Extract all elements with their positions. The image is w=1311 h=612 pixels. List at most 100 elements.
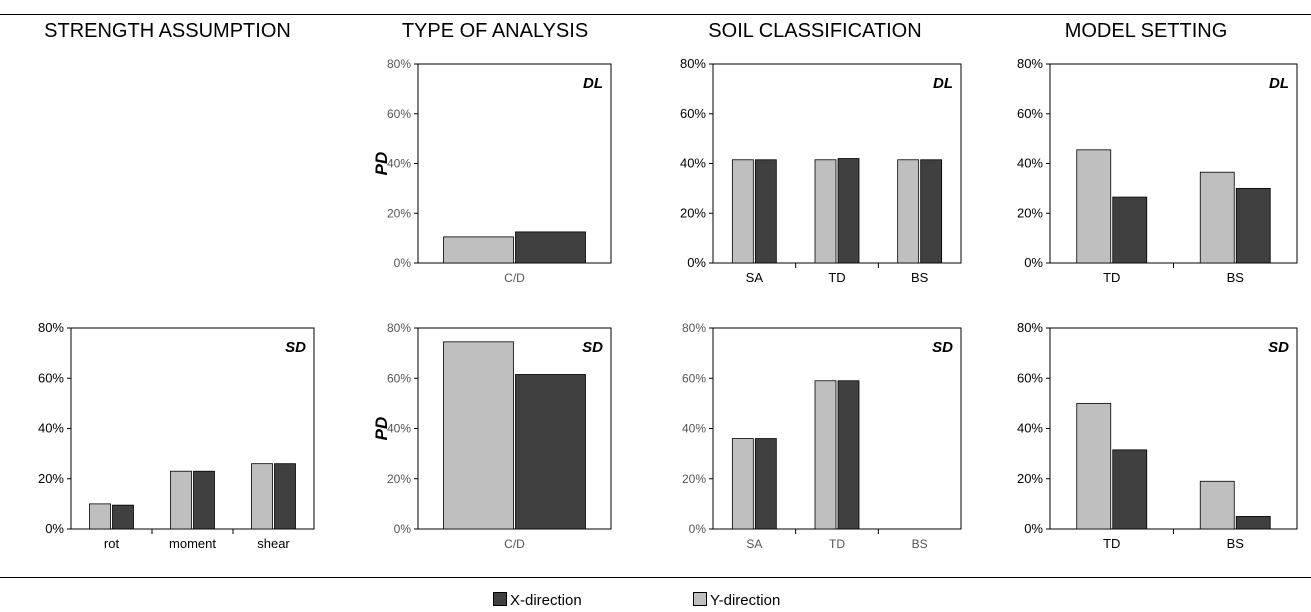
chart-0-category-label: C/D (504, 271, 525, 285)
chart-3-ytick-label: 60% (38, 370, 64, 385)
chart-1-bar-y-direction (731, 159, 754, 264)
chart-4-ytick-label: 0% (394, 522, 412, 536)
top-rule (0, 14, 1311, 15)
chart-2-bar-x-direction (1235, 187, 1271, 264)
chart-5-category-label: BS (912, 537, 928, 551)
chart-5-bar-y-direction (814, 380, 837, 530)
chart-6-category-label: BS (1227, 536, 1245, 551)
chart-5-ytick-label: 40% (682, 422, 706, 436)
chart-1-bar-y-direction (814, 159, 837, 264)
chart-3-bar-x-direction (274, 463, 296, 530)
chart-2-ytick-label: 40% (1017, 156, 1043, 171)
chart-3-bar-y-direction (170, 470, 192, 530)
chart-0-ytick-label: 40% (387, 157, 411, 171)
chart-5-ytick-label: 60% (682, 371, 706, 385)
chart-3-ytick-label: 0% (45, 521, 64, 536)
chart-2-ytick-label: 0% (1024, 255, 1043, 270)
chart-2-bar-y-direction (1076, 149, 1112, 264)
chart-2-ytick-label: 20% (1017, 205, 1043, 220)
legend-x-direction: X-direction (493, 592, 582, 610)
chart-4-ytick-label: 20% (387, 472, 411, 486)
chart-6-ytick-label: 40% (1017, 421, 1043, 436)
chart-1-ytick-label: 60% (680, 106, 706, 121)
chart-4-ytick-label: 60% (387, 371, 411, 385)
chart-2-bar-y-direction (1199, 171, 1235, 264)
header-soil-classification: SOIL CLASSIFICATION (708, 20, 922, 42)
chart-1-category-label: SA (746, 270, 764, 285)
chart-2-bar-x-direction (1112, 196, 1148, 264)
chart-4-panel-tag: SD (582, 339, 603, 356)
chart-4-bar-y-direction (443, 341, 514, 530)
chart-0-bar-x-direction (515, 231, 586, 264)
chart-6-ytick-label: 60% (1017, 370, 1043, 385)
chart-1-ytick-label: 80% (680, 56, 706, 71)
chart-5-category-label: TD (829, 537, 845, 551)
chart-1-category-label: TD (828, 270, 845, 285)
chart-6-panel-tag: SD (1268, 339, 1289, 356)
chart-1-ytick-label: 0% (687, 255, 706, 270)
chart-6-ytick-label: 80% (1017, 320, 1043, 335)
chart-0-ytick-label: 0% (394, 256, 412, 270)
chart-5-category-label: SA (746, 537, 762, 551)
chart-5-panel-tag: SD (932, 339, 953, 356)
chart-4-category-label: C/D (504, 537, 525, 551)
chart-3-ytick-label: 40% (38, 421, 64, 436)
chart-4-ytick-label: 40% (387, 422, 411, 436)
legend-y-label: Y-direction (710, 592, 781, 609)
chart-0-ytick-label: 20% (387, 206, 411, 220)
chart-1-bar-x-direction (837, 158, 860, 264)
header-type-of-analysis: TYPE OF ANALYSIS (401, 20, 589, 42)
chart-3-category-label: moment (169, 536, 216, 551)
chart-0-ytick-label: 60% (387, 107, 411, 121)
legend-y-swatch (693, 592, 707, 606)
header-model-setting: MODEL SETTING (1064, 20, 1228, 42)
chart-5-bar-y-direction (731, 438, 754, 530)
chart-2-category-label: BS (1227, 270, 1245, 285)
chart-1-ytick-label: 40% (680, 156, 706, 171)
chart-0-ytick-label: 80% (387, 57, 411, 71)
chart-1-panel-tag: DL (933, 75, 953, 92)
chart-1-category-label: BS (911, 270, 929, 285)
chart-3-bar-x-direction (193, 470, 215, 530)
chart-5-ytick-label: 0% (689, 522, 707, 536)
chart-5-ytick-label: 20% (682, 472, 706, 486)
chart-2-ytick-label: 80% (1017, 56, 1043, 71)
chart-5-bar-x-direction (837, 380, 860, 530)
chart-4-bar-x-direction (515, 374, 586, 530)
chart-5-ytick-label: 80% (682, 321, 706, 335)
chart-6-category-label: TD (1103, 536, 1120, 551)
chart-3-category-label: rot (104, 536, 120, 551)
chart-0-panel-tag: DL (583, 75, 603, 92)
chart-4-ylabel: PD (372, 417, 391, 441)
legend-x-label: X-direction (510, 592, 582, 609)
chart-6-bar-x-direction (1112, 449, 1148, 530)
chart-6-bar-x-direction (1235, 516, 1271, 530)
bottom-rule (0, 577, 1311, 578)
chart-3-bar-y-direction (89, 503, 111, 530)
chart-2-ytick-label: 60% (1017, 106, 1043, 121)
chart-3-panel-tag: SD (285, 339, 306, 356)
chart-3-ytick-label: 20% (38, 471, 64, 486)
chart-1-bar-x-direction (754, 159, 777, 264)
chart-5-bar-x-direction (754, 438, 777, 530)
header-strength-assumption: STRENGTH ASSUMPTION (44, 20, 291, 42)
chart-0-ylabel: PD (372, 152, 391, 176)
chart-3-ytick-label: 80% (38, 320, 64, 335)
chart-4-ytick-label: 80% (387, 321, 411, 335)
chart-2-panel-tag: DL (1269, 75, 1289, 92)
chart-3-bar-x-direction (112, 504, 134, 530)
chart-6-bar-y-direction (1076, 402, 1112, 530)
chart-3-bar-y-direction (251, 463, 273, 530)
chart-2-category-label: TD (1103, 270, 1120, 285)
chart-1-bar-x-direction (920, 159, 943, 264)
chart-0-bar-y-direction (443, 236, 514, 264)
chart-6-ytick-label: 0% (1024, 521, 1043, 536)
chart-6-ytick-label: 20% (1017, 471, 1043, 486)
legend-y-direction: Y-direction (693, 592, 780, 610)
chart-6-bar-y-direction (1199, 480, 1235, 530)
chart-1-ytick-label: 20% (680, 205, 706, 220)
legend-x-swatch (493, 592, 507, 606)
chart-3-category-label: shear (257, 536, 290, 551)
chart-1-bar-y-direction (897, 159, 920, 264)
